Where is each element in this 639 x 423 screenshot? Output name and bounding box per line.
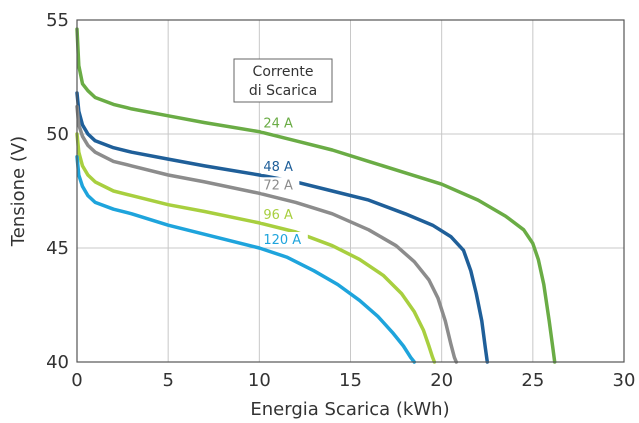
series-line-24a (75, 27, 557, 364)
x-tick-label: 10 (248, 370, 271, 391)
legend-title-line-1: Corrente (253, 64, 314, 80)
y-tick-label: 45 (46, 238, 69, 259)
x-tick-label: 0 (71, 370, 82, 391)
series-label-bg (261, 206, 300, 222)
y-tick-label: 50 (46, 124, 69, 145)
series-label-72a: 72 A (263, 178, 293, 193)
series-label-96a: 96 A (263, 208, 293, 223)
series-line-120a (75, 155, 417, 364)
series-label-48a: 48 A (263, 160, 293, 175)
plot-frame (76, 19, 625, 363)
legend-title-line-2: di Scarica (249, 83, 317, 99)
ticks: 0 5 10 15 20 25 30 40 45 50 55 (46, 10, 635, 391)
x-tick-label: 5 (162, 370, 173, 391)
series-line-96a (75, 132, 437, 364)
series-label-bg (261, 115, 300, 131)
series-layer (75, 27, 557, 364)
y-tick-label: 40 (46, 352, 69, 373)
series-label-bg (261, 232, 308, 247)
x-tick-label: 15 (339, 370, 362, 391)
series-line-48a (75, 91, 490, 364)
x-tick-label: 30 (613, 370, 636, 391)
x-tick-label: 20 (430, 370, 453, 391)
x-tick-label: 25 (521, 370, 544, 391)
x-axis-label: Energia Scarica (kWh) (250, 399, 449, 420)
legend: Corrente di Scarica (233, 58, 333, 103)
series-label-bg (261, 159, 300, 175)
series-label-bg (261, 177, 300, 193)
series-labels: 24 A 48 A 72 A 96 A 120 A (261, 115, 308, 248)
series-label-24a: 24 A (263, 117, 293, 132)
y-tick-label: 55 (46, 10, 69, 31)
legend-box (233, 58, 333, 103)
y-axis-label: Tensione (V) (8, 136, 29, 247)
series-label-120a: 120 A (263, 233, 301, 248)
grid (77, 20, 624, 362)
series-line-72a (75, 104, 459, 364)
